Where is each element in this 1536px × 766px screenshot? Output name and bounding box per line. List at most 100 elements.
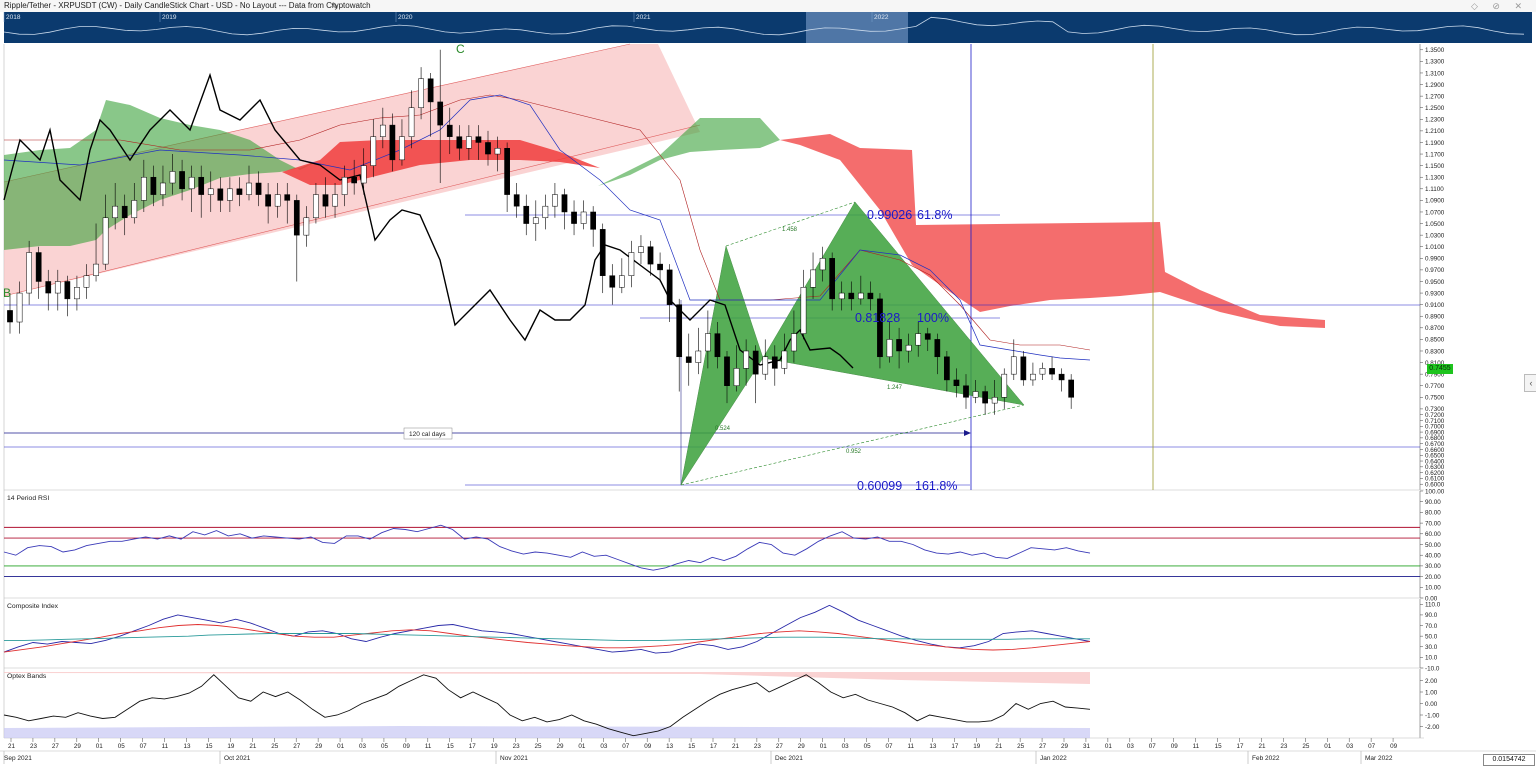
x-day-label: 23 (513, 743, 521, 750)
price-tick-label: 0.6400 (1425, 458, 1445, 465)
price-tick-label: 0.7000 (1425, 424, 1445, 431)
candle-body (35, 252, 42, 282)
panel-tick-label: 90.00 (1425, 499, 1441, 506)
annotation-label: 0.524 (715, 426, 731, 432)
candle-body (246, 182, 252, 195)
candle-body (934, 339, 941, 358)
candle-body (657, 263, 663, 271)
candle-body (1001, 373, 1008, 398)
x-month-label: Nov 2021 (500, 755, 528, 762)
x-day-label: 29 (556, 743, 564, 750)
candle-body (255, 182, 262, 195)
candle-body (532, 217, 539, 224)
x-day-label: 15 (447, 743, 455, 750)
price-tick-label: 1.1300 (1425, 175, 1445, 182)
harmonic-xab (680, 245, 764, 486)
price-tick-label: 0.7900 (1425, 371, 1445, 378)
candle-body (618, 275, 625, 288)
collapse-panel-arrow-icon[interactable]: ‹ (1524, 374, 1536, 392)
price-tick-label: 1.0300 (1425, 232, 1445, 239)
candle-body (523, 205, 530, 224)
chikou-line (3, 72, 854, 369)
panel-tick-label: 70.00 (1425, 520, 1441, 527)
candle-body (293, 200, 300, 236)
candle-body (724, 356, 730, 386)
price-tick-label: 0.9100 (1425, 302, 1445, 309)
candle-body (944, 356, 950, 381)
harmonic-bcd (762, 201, 1025, 406)
x-day-label: 15 (205, 743, 213, 750)
chart-title: Ripple/Tether - XRPUSDT (CW) - Daily Can… (4, 1, 371, 10)
price-tick-label: 0.9700 (1425, 267, 1445, 274)
optex-line (3, 674, 1091, 737)
x-day-label: 07 (886, 743, 894, 750)
x-day-label: 21 (8, 743, 16, 750)
kijun-line (4, 94, 1091, 351)
candle-body (236, 188, 243, 195)
candle-body (7, 310, 13, 323)
candle-body (676, 304, 683, 358)
x-month-label: Sep 2021 (4, 755, 32, 762)
price-tick-label: 1.1700 (1425, 151, 1445, 158)
x-day-label: 15 (1215, 743, 1223, 750)
navigator-bar (4, 12, 1532, 43)
candle-body (45, 281, 52, 294)
x-day-label: 27 (52, 743, 60, 750)
x-day-label: 03 (842, 743, 850, 750)
candle-body (590, 211, 597, 230)
annotation-label: C (456, 42, 465, 56)
navigator-year-label: 2018 (6, 14, 21, 21)
panel-tick-label: 90.0 (1425, 612, 1438, 619)
candle-body (16, 292, 23, 323)
candle-body (418, 78, 424, 108)
candle-body (1010, 356, 1017, 375)
title-bar: Ripple/Tether - XRPUSDT (CW) - Daily Can… (0, 0, 1536, 12)
x-day-label: 29 (74, 743, 82, 750)
pencil-icon[interactable]: ✎ (331, 1, 339, 11)
candle-body (437, 101, 444, 126)
candle-body (121, 205, 128, 219)
candle-body (714, 333, 721, 358)
candle-body (169, 171, 176, 184)
candle-body (26, 252, 32, 294)
candle-body (1020, 356, 1027, 381)
candle-body (456, 136, 463, 149)
candle-body (217, 188, 224, 201)
candle-body (781, 350, 788, 369)
price-tick-label: 0.8700 (1425, 325, 1445, 332)
candle-body (685, 356, 692, 363)
price-tick-label: 0.6300 (1425, 464, 1445, 471)
x-day-label: 01 (1105, 743, 1113, 750)
time-span-arrow (964, 430, 971, 436)
price-tick-label: 1.3100 (1425, 70, 1445, 77)
candle-body (446, 124, 453, 137)
x-month-label: Mar 2022 (1365, 755, 1393, 762)
candle-body (580, 211, 587, 224)
candle-body (647, 246, 654, 265)
candle-body (83, 275, 90, 288)
x-day-label: 17 (710, 743, 718, 750)
x-month-label: Oct 2021 (224, 755, 251, 762)
panel-tick-label: 20.00 (1425, 574, 1441, 581)
last-price-badge: 0.7455 (1427, 364, 1453, 374)
annotation-label: 0.81828 (855, 311, 900, 325)
panel-tick-label: -1.00 (1425, 712, 1440, 719)
panel-tick-label: 100.00 (1425, 488, 1445, 495)
x-day-label: 29 (315, 743, 323, 750)
candle-body (838, 292, 845, 300)
price-tick-label: 0.7200 (1425, 412, 1445, 419)
annotation-label: 0.60099 (857, 479, 902, 493)
candle-body (399, 136, 405, 161)
candle-body (494, 148, 501, 155)
annotation-label: 0.99026 (867, 208, 912, 222)
candle-body (819, 258, 826, 271)
tenkan-line (3, 94, 1091, 361)
candle-body (752, 350, 759, 375)
x-day-label: 23 (30, 743, 38, 750)
window-controls[interactable]: ◇ ⊘ ✕ (1470, 1, 1528, 11)
price-tick-label: 0.6800 (1425, 435, 1445, 442)
candle-body (972, 391, 979, 398)
annotation-label: 61.8% (917, 208, 952, 222)
panel-tick-label: 10.00 (1425, 585, 1441, 592)
